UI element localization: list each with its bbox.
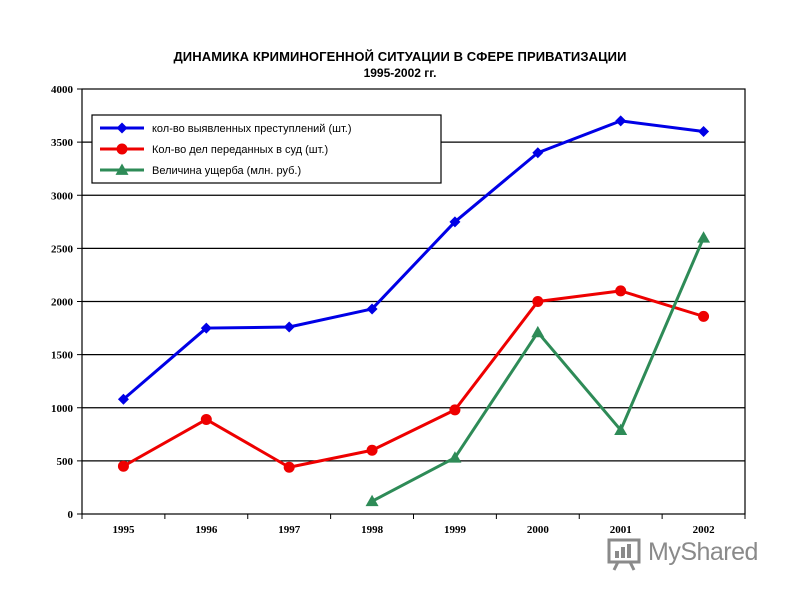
series-line-2 (122, 289, 705, 469)
x-tick-label: 1998 (361, 524, 384, 536)
x-tick-label: 1997 (278, 524, 301, 536)
data-point-series-2 (117, 460, 129, 472)
legend-marker-3 (115, 163, 129, 175)
plot-area: 0 500 1000 1500 2000 2500 3000 3500 4000 1995 1996… (51, 84, 746, 536)
y-tick-label: 3000 (51, 190, 74, 202)
data-point-series-1 (117, 393, 129, 405)
legend-label-3: Величина ущерба (млн. руб.) (152, 165, 301, 177)
data-point-series-1 (698, 126, 710, 137)
data-point-series-2 (698, 310, 710, 322)
x-tick-label: 1996 (195, 524, 218, 536)
data-point-series-2 (283, 461, 295, 473)
y-tick-label: 0 (68, 509, 74, 521)
data-point-series-1 (200, 322, 212, 334)
y-tick-label: 1000 (51, 403, 74, 415)
chart-title: ДИНАМИКА КРИМИНОГЕННОЙ СИТУАЦИИ В СФЕРЕ … (173, 49, 627, 64)
legend-label-2: Кол-во дел переданных в суд (шт.) (152, 144, 328, 156)
y-tick-label: 2000 (51, 297, 74, 309)
x-tick-label: 1995 (112, 524, 135, 536)
presentation-board-icon (607, 538, 641, 571)
data-point-series-2 (200, 413, 212, 425)
watermark-text: MyShared (648, 538, 758, 566)
x-tick-label: 2001 (610, 524, 632, 536)
data-point-series-2 (449, 404, 461, 416)
data-point-series-1 (449, 216, 461, 228)
chart-subtitle: 1995-2002 гг. (363, 66, 437, 80)
data-point-series-3 (531, 325, 545, 338)
legend-marker-1 (116, 122, 128, 134)
watermark: MyShared (606, 534, 776, 574)
data-point-series-2 (366, 444, 378, 456)
data-point-series-3 (697, 231, 711, 243)
data-point-series-3 (365, 494, 379, 507)
x-tick-label: 2000 (527, 524, 550, 536)
y-tick-label: 4000 (51, 84, 74, 96)
y-tick-label: 2500 (51, 243, 74, 255)
data-point-series-1 (532, 147, 544, 159)
legend-marker-2 (116, 143, 128, 155)
data-point-series-3 (448, 451, 462, 463)
y-tick-label: 1500 (51, 350, 74, 362)
data-point-series-1 (615, 115, 627, 127)
y-tick-label: 500 (57, 456, 74, 468)
legend-label-1: кол-во выявленных преступлений (шт.) (152, 123, 352, 135)
x-tick-label: 2002 (693, 524, 716, 536)
data-point-series-2 (532, 296, 544, 307)
series-line-1 (122, 119, 704, 401)
y-tick-label: 3500 (51, 137, 74, 149)
data-point-series-3 (614, 423, 628, 435)
x-tick-label: 1999 (444, 524, 467, 536)
data-point-series-1 (283, 321, 295, 333)
data-point-series-2 (615, 285, 627, 297)
legend-box (91, 114, 442, 184)
data-point-series-1 (366, 303, 378, 315)
